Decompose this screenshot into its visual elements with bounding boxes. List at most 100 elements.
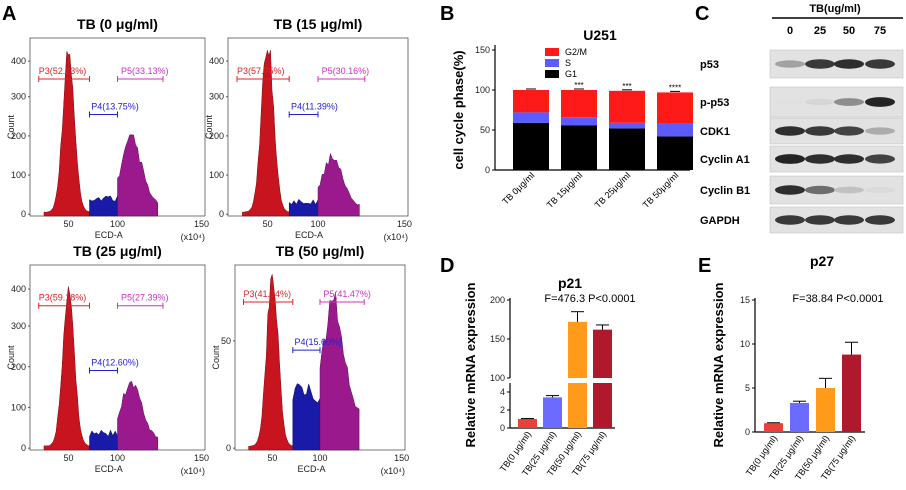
panel-label-c: C bbox=[695, 3, 709, 25]
y-tick-label: 10 bbox=[740, 339, 750, 349]
p27-bar-chart: p27 F=38.84 P<0.0001 0 5 10 15 Relative mRNA e… bbox=[711, 253, 884, 482]
western-blot: TB(ug/ml) 0 25 50 75 p53 p-p53 CDK1 Cyclin A1 Cyc… bbox=[700, 3, 904, 234]
g1-peak-red bbox=[248, 274, 294, 451]
y-tick-label: 50 bbox=[480, 125, 490, 135]
x-category-label: TB 50μg/ml bbox=[641, 170, 681, 210]
histogram-tb-25: TB (25 μg/ml) 400 300 200 100 0 Count 50 100 150 E… bbox=[6, 243, 209, 476]
x-tick-label: 100 bbox=[312, 453, 327, 463]
protein-band bbox=[834, 59, 864, 69]
protein-band bbox=[865, 127, 895, 135]
protein-label: p-p53 bbox=[700, 97, 729, 109]
y-tick-label: 4 bbox=[500, 387, 505, 397]
gate-p4-label: P4(12.60%) bbox=[91, 357, 139, 367]
histogram-title: TB (15 μg/ml) bbox=[274, 16, 363, 32]
dose-label: 25 bbox=[814, 25, 826, 37]
gate-p4-label: P4(15.60%) bbox=[295, 337, 343, 347]
y-tick-label: 300 bbox=[11, 321, 26, 331]
protein-band bbox=[805, 185, 835, 195]
x-axis-label: ECD-A bbox=[95, 230, 123, 240]
legend-label: G2/M bbox=[565, 47, 587, 57]
g1-peak-red bbox=[43, 51, 90, 217]
y-axis-label: Relative mRNA expression bbox=[463, 282, 478, 447]
x-axis-unit: (x10⁴) bbox=[381, 466, 405, 476]
bar-g2m-2 bbox=[609, 90, 645, 123]
y-tick-label: 150 bbox=[475, 45, 490, 55]
y-tick-label: 400 bbox=[209, 56, 224, 66]
gate-p3-label: P3(57.75%) bbox=[237, 66, 285, 76]
gate-p3-label: P3(41.34%) bbox=[244, 289, 292, 299]
gate-p5-label: P5(30.16%) bbox=[322, 66, 370, 76]
y-tick-label: 100 bbox=[490, 373, 505, 383]
significance-label: *** bbox=[574, 81, 583, 90]
y-tick-label: 200 bbox=[490, 295, 505, 305]
y-tick-label: 200 bbox=[209, 131, 224, 141]
protein-band bbox=[775, 60, 805, 68]
bar-lower-part bbox=[593, 383, 612, 428]
y-tick-label: 100 bbox=[475, 85, 490, 95]
bar-g2m-1 bbox=[561, 90, 597, 118]
legend-swatch bbox=[545, 70, 559, 78]
gate-p3-label: P3(59.18%) bbox=[39, 293, 87, 303]
protein-band bbox=[834, 186, 864, 194]
protein-label: p53 bbox=[700, 59, 719, 71]
gate-p5-label: P5(27.39%) bbox=[121, 293, 169, 303]
dose-label: 0 bbox=[787, 25, 793, 37]
gate-p4-label: P4(11.39%) bbox=[291, 102, 338, 112]
y-axis-label: Relative mRNA expression bbox=[711, 282, 726, 447]
bar-s-1 bbox=[561, 117, 597, 126]
bar bbox=[764, 423, 783, 432]
gate-p5-label: P5(41.47%) bbox=[323, 289, 371, 299]
y-tick-label: 400 bbox=[11, 284, 26, 294]
x-tick-label: 50 bbox=[63, 453, 73, 463]
bar-s-2 bbox=[609, 122, 645, 129]
y-tick-label: 50 bbox=[221, 336, 231, 346]
x-category-label: TB 25μg/ml bbox=[593, 170, 633, 210]
protein-label: Cyclin A1 bbox=[700, 154, 750, 166]
protein-band bbox=[805, 154, 835, 164]
g1-peak-red bbox=[43, 286, 90, 451]
legend-swatch bbox=[545, 59, 559, 67]
y-axis-label: Count bbox=[6, 115, 16, 140]
panel-label-b: B bbox=[440, 3, 454, 25]
y-tick-label: 100 bbox=[11, 402, 26, 412]
x-tick-label: 50 bbox=[267, 453, 277, 463]
protein-band bbox=[775, 215, 805, 225]
g2-peak-purple bbox=[117, 134, 159, 217]
y-tick-label: 300 bbox=[209, 92, 224, 102]
dose-label: 75 bbox=[874, 25, 886, 37]
bar-g1-0 bbox=[513, 122, 549, 170]
x-tick-label: 100 bbox=[310, 219, 325, 229]
bar-lower-part bbox=[568, 383, 587, 428]
histogram-title: TB (0 μg/ml) bbox=[77, 16, 158, 32]
protein-label: GAPDH bbox=[700, 215, 740, 227]
y-tick-label: 100 bbox=[209, 170, 224, 180]
x-axis-unit: (x10⁴) bbox=[384, 232, 408, 242]
s-phase-blue bbox=[89, 195, 118, 217]
protein-label: Cyclin B1 bbox=[700, 185, 750, 197]
gate-p3-label: P3(52.23%) bbox=[39, 66, 87, 76]
anova-stat: F=38.84 P<0.0001 bbox=[792, 293, 883, 305]
s-phase-blue bbox=[288, 198, 319, 217]
y-tick-label: 0 bbox=[745, 427, 750, 437]
g2-peak-purple bbox=[117, 380, 159, 451]
g2-peak-purple bbox=[317, 152, 360, 217]
histogram-title: TB (50 μg/ml) bbox=[276, 243, 365, 259]
protein-band bbox=[865, 59, 895, 69]
x-tick-label: 150 bbox=[194, 453, 209, 463]
y-tick-label: 0 bbox=[485, 165, 490, 175]
bar bbox=[842, 354, 861, 432]
y-tick-label: 0 bbox=[219, 209, 224, 219]
significance-label: **** bbox=[621, 131, 633, 140]
x-axis-unit: (x10⁴) bbox=[181, 232, 205, 242]
y-tick-label: 0 bbox=[21, 209, 26, 219]
protein-band bbox=[775, 126, 805, 136]
protein-band bbox=[805, 98, 835, 106]
bar bbox=[543, 397, 562, 428]
y-tick-label: 2 bbox=[500, 405, 505, 415]
gate-p5-label: P5(33.13%) bbox=[121, 66, 169, 76]
bar-s-3 bbox=[657, 123, 693, 137]
x-tick-label: 150 bbox=[394, 453, 409, 463]
histogram-tb-0: TB (0 μg/ml) 400 300 200 100 0 Count 50 100 150 EC… bbox=[6, 16, 209, 242]
histogram-tb-15: TB (15 μg/ml) 400 300 200 100 0 Count 50 100 150 E… bbox=[204, 16, 412, 242]
panel-label-a: A bbox=[2, 3, 16, 25]
